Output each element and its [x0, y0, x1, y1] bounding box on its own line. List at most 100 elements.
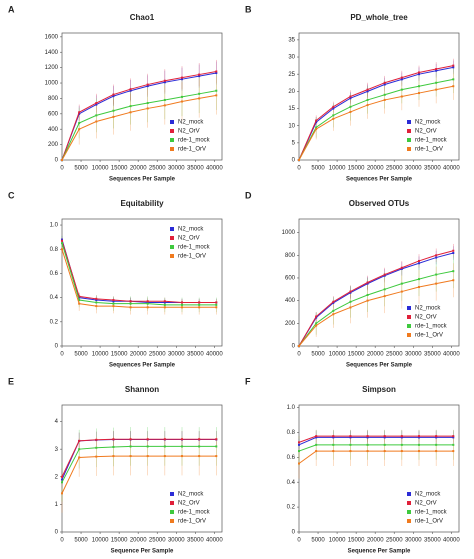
point — [349, 443, 352, 446]
point — [418, 443, 420, 446]
point — [78, 299, 81, 302]
point — [215, 301, 218, 304]
y-tick-label: 800 — [285, 253, 296, 259]
point — [181, 95, 183, 98]
legend-label: rde-1_OrV — [415, 147, 443, 153]
point — [332, 435, 335, 438]
point — [163, 301, 166, 304]
point — [366, 443, 369, 446]
point — [435, 256, 438, 259]
y-tick-label: 1200 — [45, 65, 59, 71]
point — [78, 295, 81, 298]
x-tick-label: 15000 — [348, 538, 365, 544]
point — [78, 112, 81, 115]
point — [146, 300, 149, 303]
legend-label: rde-1_OrV — [178, 254, 206, 260]
legend-label: rde-1_mock — [415, 324, 448, 330]
point — [181, 301, 183, 304]
x-tick-label: 10000 — [329, 352, 346, 358]
legend-swatch — [170, 501, 174, 505]
x-tick-label: 10000 — [92, 538, 109, 544]
series-line — [298, 66, 454, 161]
point — [298, 345, 300, 347]
x-tick-label: 20000 — [130, 538, 147, 544]
point — [163, 81, 166, 84]
plot-frame — [298, 218, 460, 347]
point — [181, 100, 183, 103]
point — [181, 306, 183, 309]
y-tick-label: 800 — [48, 96, 59, 102]
x-tick-label: 15000 — [348, 166, 365, 172]
point — [112, 455, 115, 458]
point — [78, 128, 81, 131]
legend-label: N2_mock — [415, 492, 441, 498]
series-line — [298, 279, 454, 347]
point — [78, 111, 81, 114]
point — [95, 446, 98, 449]
point — [400, 436, 403, 439]
y-tick-label: 1600 — [45, 34, 59, 40]
point — [452, 435, 455, 438]
legend-label: N2_mock — [415, 120, 441, 126]
chart-title: Equitability — [120, 199, 164, 208]
point — [332, 313, 335, 316]
plot-frame — [298, 32, 460, 161]
x-tick-label: 35000 — [424, 352, 441, 358]
y-tick-label: 5 — [292, 140, 296, 146]
legend-swatch — [170, 492, 174, 496]
point — [181, 76, 183, 79]
series-line — [61, 438, 217, 477]
legend-swatch — [407, 120, 411, 124]
x-tick-label: 25000 — [149, 352, 166, 358]
series-line — [61, 94, 217, 161]
legend-swatch — [407, 324, 411, 328]
point — [418, 278, 420, 281]
point — [78, 439, 81, 442]
point — [435, 443, 438, 446]
y-tick-label: 4 — [55, 419, 59, 425]
y-tick-label: 0.8 — [287, 430, 296, 436]
y-tick-label: 600 — [48, 111, 59, 117]
point — [315, 322, 318, 325]
point — [198, 438, 201, 441]
point — [112, 109, 115, 112]
point — [298, 450, 300, 453]
point — [129, 438, 132, 441]
x-tick-label: 30000 — [405, 166, 422, 172]
x-tick-label: 20000 — [367, 538, 384, 544]
chart-title: Chao1 — [130, 13, 155, 22]
point — [315, 436, 318, 439]
y-tick-label: 0.6 — [50, 271, 59, 277]
y-tick-label: 0.8 — [50, 247, 59, 253]
point — [129, 455, 132, 458]
x-tick-label: 10000 — [329, 538, 346, 544]
x-tick-label: 20000 — [367, 166, 384, 172]
point — [198, 303, 201, 306]
series-line — [61, 249, 217, 308]
point — [332, 309, 335, 312]
point — [198, 73, 201, 76]
x-tick-label: 25000 — [386, 352, 403, 358]
point — [95, 102, 98, 105]
point — [452, 436, 455, 439]
point — [61, 248, 63, 251]
legend-swatch — [170, 510, 174, 514]
plot-frame — [61, 218, 223, 347]
series-line — [298, 85, 454, 161]
x-tick-label: 30000 — [168, 352, 185, 358]
legend-swatch — [170, 227, 174, 231]
plot-frame — [61, 32, 223, 161]
panel-letter: F — [245, 376, 251, 386]
panel-letter: D — [245, 190, 252, 200]
point — [366, 104, 369, 107]
point — [129, 306, 132, 309]
point — [163, 438, 166, 441]
point — [315, 128, 318, 131]
point — [366, 450, 369, 453]
point — [315, 126, 318, 129]
y-tick-label: 200 — [48, 142, 59, 148]
point — [95, 297, 98, 300]
point — [61, 481, 63, 484]
legend-swatch — [170, 519, 174, 523]
point — [198, 455, 201, 458]
